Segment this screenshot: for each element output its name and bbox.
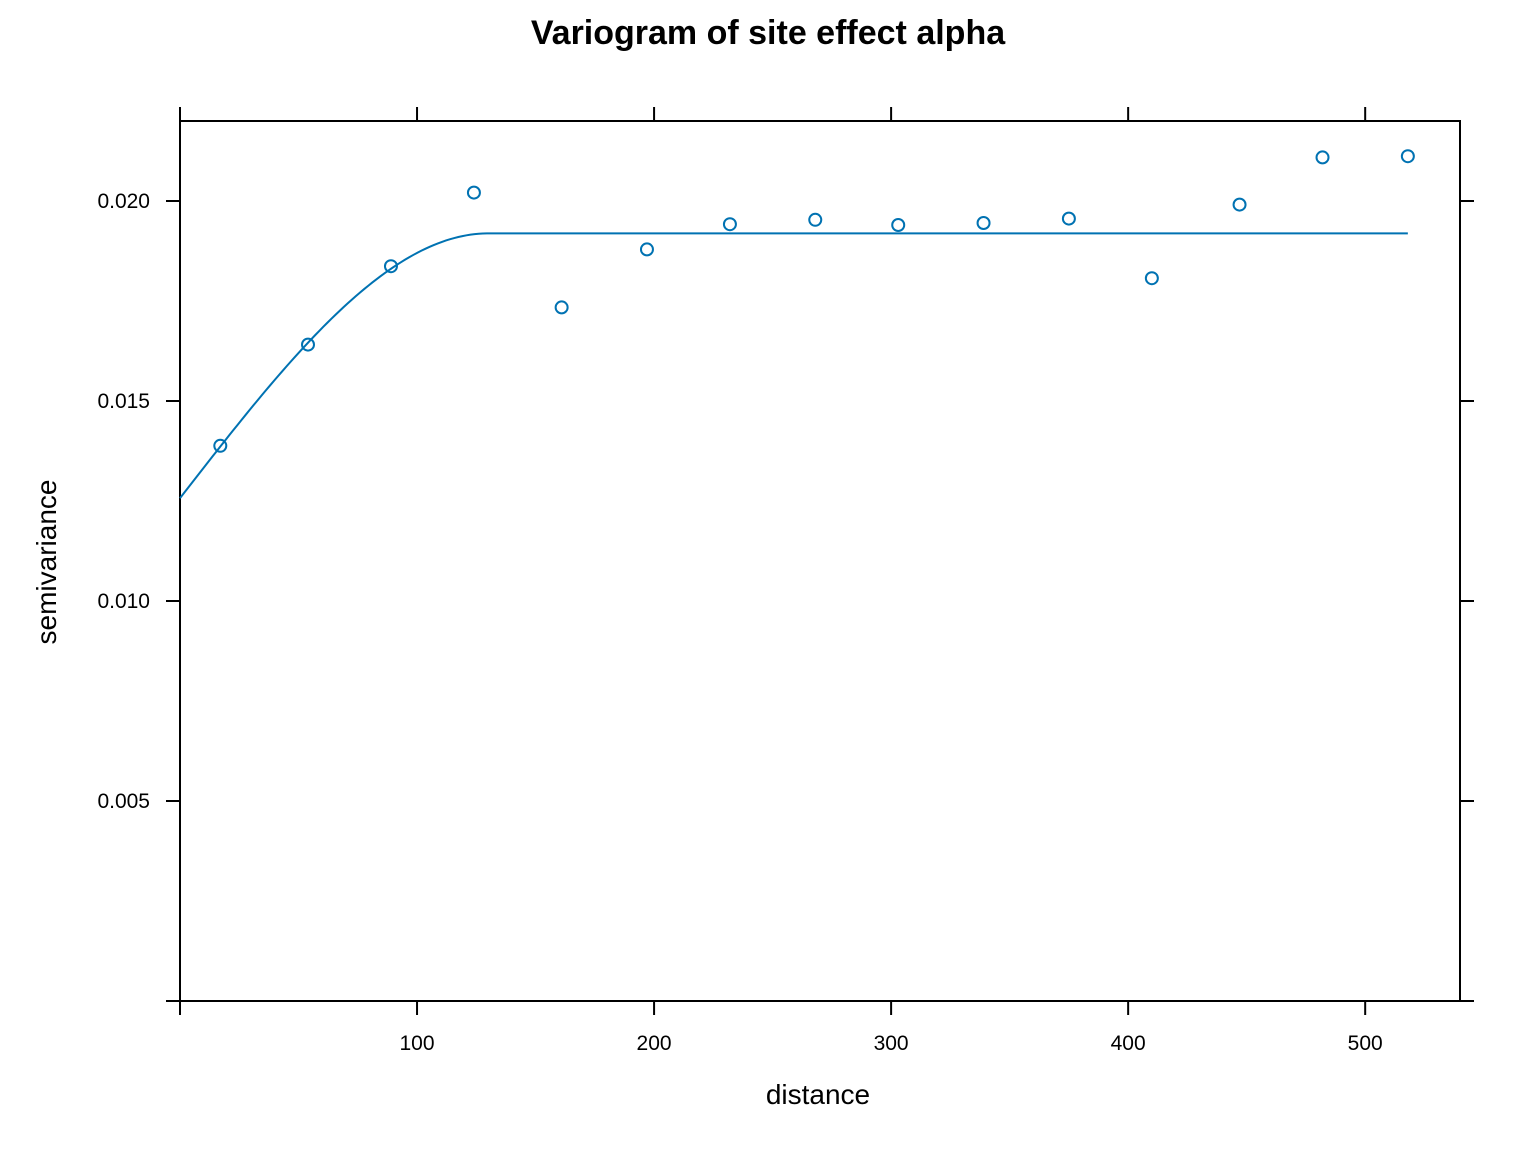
y-tick-label: 0.005: [97, 790, 150, 813]
y-axis: 0.005 0.010 0.015 0.020: [97, 190, 1474, 1002]
data-point: [1315, 150, 1330, 165]
x-tick-label: 400: [1111, 1032, 1146, 1055]
data-point: [976, 216, 991, 230]
y-tick-label: 0.015: [97, 390, 150, 413]
x-tick-label: 200: [637, 1032, 672, 1055]
fitted-variogram-line: [179, 232, 1408, 499]
x-tick-label: 500: [1348, 1032, 1383, 1055]
x-tick-label: 300: [874, 1032, 909, 1055]
data-point: [213, 438, 228, 453]
data-point: [639, 242, 654, 257]
data-point: [808, 212, 823, 227]
data-point: [1400, 149, 1415, 164]
data-point: [466, 185, 481, 200]
data-point: [1144, 271, 1159, 286]
data-point: [554, 300, 569, 315]
y-axis-label: semivariance: [31, 480, 62, 645]
data-point: [1061, 211, 1076, 226]
data-point: [1232, 197, 1247, 212]
data-point: [301, 337, 315, 352]
fitted-model-layer: [179, 232, 1408, 499]
x-tick-label: 100: [400, 1032, 435, 1055]
x-axis: 100 200 300 400 500: [179, 107, 1383, 1055]
data-point: [722, 217, 737, 232]
data-points-layer: [213, 149, 1415, 453]
plot-frame: [179, 120, 1461, 1002]
y-tick-label: 0.010: [97, 590, 150, 613]
x-axis-label: distance: [766, 1079, 870, 1110]
chart-title: Variogram of site effect alpha: [531, 14, 1006, 52]
data-point: [891, 218, 906, 232]
y-tick-label: 0.020: [97, 190, 150, 213]
data-point: [383, 259, 398, 274]
